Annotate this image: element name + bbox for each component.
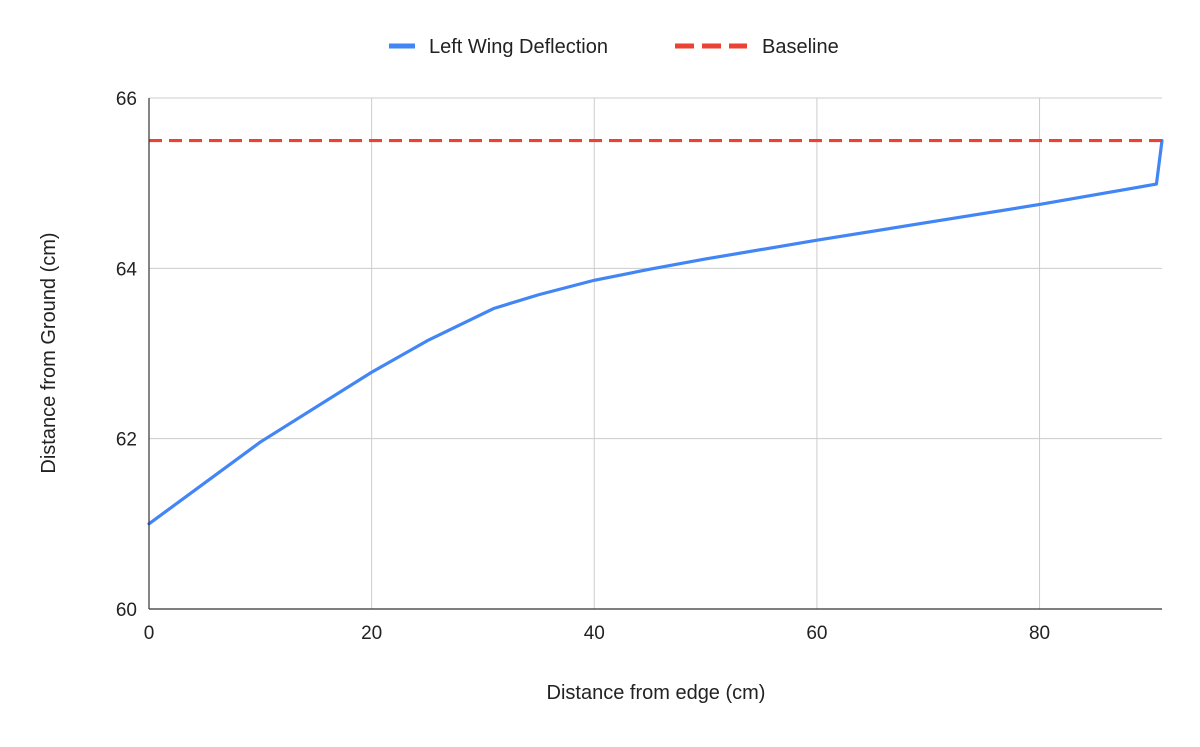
tick-labels: 60 62 64 66 0 20 40 60 80: [116, 89, 1050, 644]
y-tick-label: 64: [116, 259, 138, 280]
y-axis-title: Distance from Ground (cm): [38, 232, 60, 473]
legend-label-baseline: Baseline: [762, 36, 839, 58]
x-tick-label: 20: [361, 623, 382, 644]
x-axis-title: Distance from edge (cm): [547, 682, 766, 704]
series-lines: [147, 138, 1164, 526]
y-tick-label: 66: [116, 89, 137, 110]
y-tick-label: 62: [116, 430, 137, 451]
x-tick-label: 60: [806, 623, 827, 644]
x-tick-label: 0: [144, 623, 155, 644]
x-tick-label: 40: [584, 623, 605, 644]
legend: Left Wing Deflection Baseline: [389, 36, 839, 58]
x-tick-label: 80: [1029, 623, 1050, 644]
y-tick-label: 60: [116, 600, 137, 621]
gridlines: [149, 97, 1162, 609]
series-line-left-wing-deflection: [147, 138, 1164, 526]
axes: [148, 98, 1162, 610]
legend-label-left-wing-deflection: Left Wing Deflection: [429, 36, 608, 58]
